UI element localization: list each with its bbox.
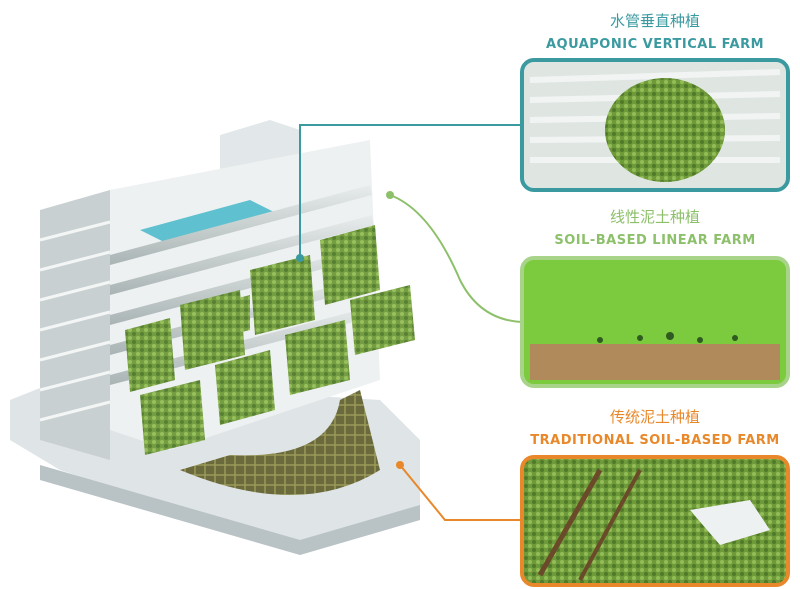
panel-title-zh: 线性泥土种植 <box>610 208 700 226</box>
connector-dot <box>396 461 404 469</box>
connector <box>299 124 522 258</box>
panel-title-en: TRADITIONAL SOIL-BASED FARM <box>530 433 779 448</box>
building <box>10 120 420 555</box>
panel-title-zh: 传统泥土种植 <box>610 408 700 426</box>
photo-aquaponic <box>520 58 790 192</box>
connector <box>389 194 523 323</box>
panel-title-en: SOIL-BASED LINEAR FARM <box>554 233 755 248</box>
photo-traditional <box>520 455 790 587</box>
panel-title-en: AQUAPONIC VERTICAL FARM <box>546 37 764 52</box>
connector <box>399 464 522 521</box>
connector-dot <box>296 254 304 262</box>
panel-title-zh: 水管垂直种植 <box>610 12 700 30</box>
connector-dot <box>386 191 394 199</box>
photo-linear <box>520 256 790 388</box>
